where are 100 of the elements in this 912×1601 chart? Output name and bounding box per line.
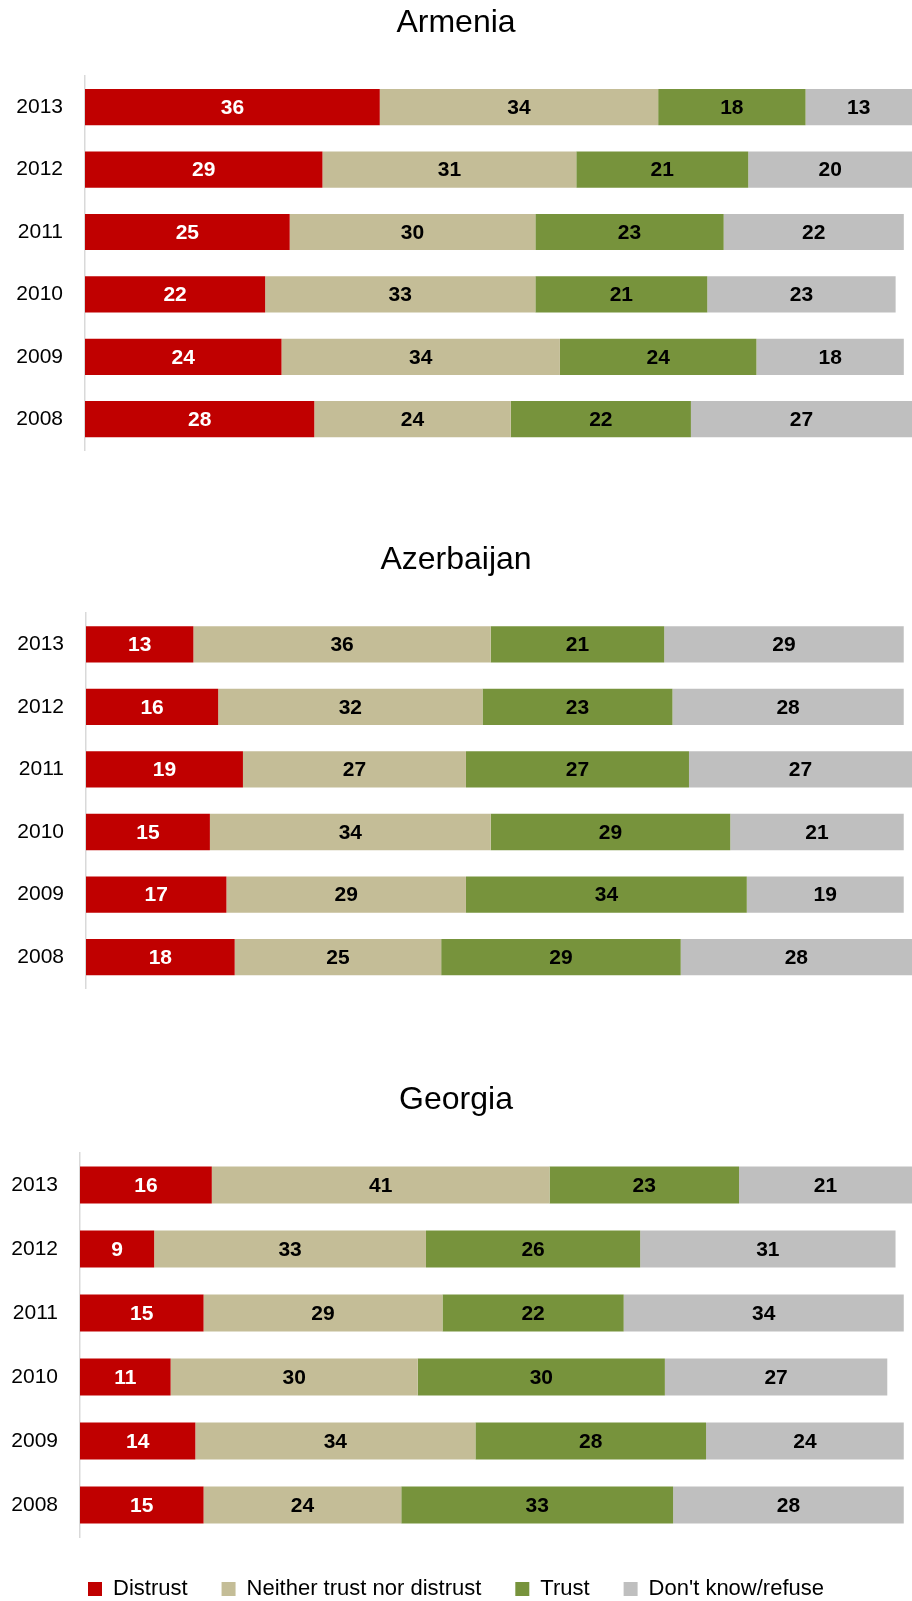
bar [234,938,442,976]
bar [211,1166,550,1204]
bar [756,338,904,375]
data-label: 21 [805,819,830,843]
chart-title: Azerbaijan [380,540,532,577]
data-label: 28 [776,694,801,718]
bar [85,401,315,438]
y-tick-label: 2009 [11,1427,58,1451]
y-tick-label: 2011 [12,1299,58,1323]
bar [86,751,243,788]
data-label: 9 [111,1236,123,1260]
data-label: 11 [114,1364,137,1388]
bar [195,1422,476,1460]
bar [465,751,689,788]
bar [242,751,466,788]
data-label: 26 [521,1236,545,1260]
bar [690,401,912,438]
bar [203,1294,443,1332]
bar [80,1230,155,1268]
bar [80,1166,212,1204]
bar [80,1294,204,1332]
bar [559,338,757,375]
data-label: 15 [136,819,160,843]
data-label: 20 [818,157,842,181]
y-tick-label: 2011 [17,218,63,242]
data-label: 28 [187,407,212,430]
bar [664,1358,888,1396]
bar [265,276,536,313]
chart-title: Georgia [399,1080,514,1117]
y-tick-label: 2013 [17,631,64,655]
bar [623,1294,904,1332]
bar [576,151,749,188]
bar [80,1422,196,1460]
data-label: 28 [784,944,809,968]
bar [672,688,904,725]
y-tick-label: 2010 [11,1363,58,1387]
data-label: 13 [128,632,152,656]
data-label: 22 [163,282,187,306]
bar [688,751,912,788]
bar [730,813,904,851]
data-label: 29 [549,944,573,968]
data-label: 29 [334,882,358,906]
data-label: 34 [507,95,531,118]
bar [401,1486,674,1524]
data-label: 27 [789,407,814,430]
data-label: 36 [220,95,245,118]
data-label: 24 [646,344,671,368]
data-label: 13 [847,95,871,118]
y-tick-label: 2012 [17,693,64,717]
bar [218,688,483,725]
y-tick-label: 2008 [16,406,63,429]
bar [425,1230,641,1268]
bar [314,401,511,438]
data-label: 27 [342,757,367,781]
data-label: 19 [152,757,177,781]
data-label: 30 [529,1364,553,1388]
data-label: 22 [802,219,826,243]
bar [322,151,577,188]
data-label: 22 [589,407,613,430]
bar [193,626,491,663]
bar [746,876,904,913]
data-label: 21 [565,632,590,656]
bar [86,876,227,913]
y-tick-label: 2010 [16,281,63,305]
data-label: 19 [813,882,837,906]
bar [673,1486,904,1524]
bar [664,626,904,663]
data-label: 23 [789,282,814,306]
data-label: 28 [579,1428,603,1452]
legend-label: Don't know/refuse [648,1575,825,1601]
chart-title: Armenia [396,3,516,40]
bar [510,401,691,438]
data-label: 21 [813,1172,838,1196]
legend-label: Neither trust nor distrust [246,1575,482,1601]
data-label: 34 [752,1300,776,1324]
data-label: 29 [598,819,623,843]
bar [535,213,724,251]
data-label: 29 [192,157,216,181]
data-label: 30 [282,1364,306,1388]
bar [289,213,536,251]
bar [535,276,708,313]
data-label: 25 [175,219,200,243]
bar [475,1422,707,1460]
y-tick-label: 2012 [16,156,63,180]
bar [86,938,235,976]
data-label: 33 [388,282,412,306]
y-tick-label: 2008 [17,943,64,967]
bar [203,1486,402,1524]
bar [417,1358,665,1396]
data-label: 24 [290,1492,315,1516]
bar [723,213,904,251]
data-label: 15 [130,1492,154,1516]
data-label: 23 [632,1172,656,1196]
data-label: 31 [437,157,462,181]
bar [226,876,466,913]
data-label: 34 [338,819,363,843]
data-label: 18 [148,944,173,968]
bar [154,1230,426,1268]
y-tick-label: 2009 [16,343,63,367]
data-label: 27 [788,757,813,781]
